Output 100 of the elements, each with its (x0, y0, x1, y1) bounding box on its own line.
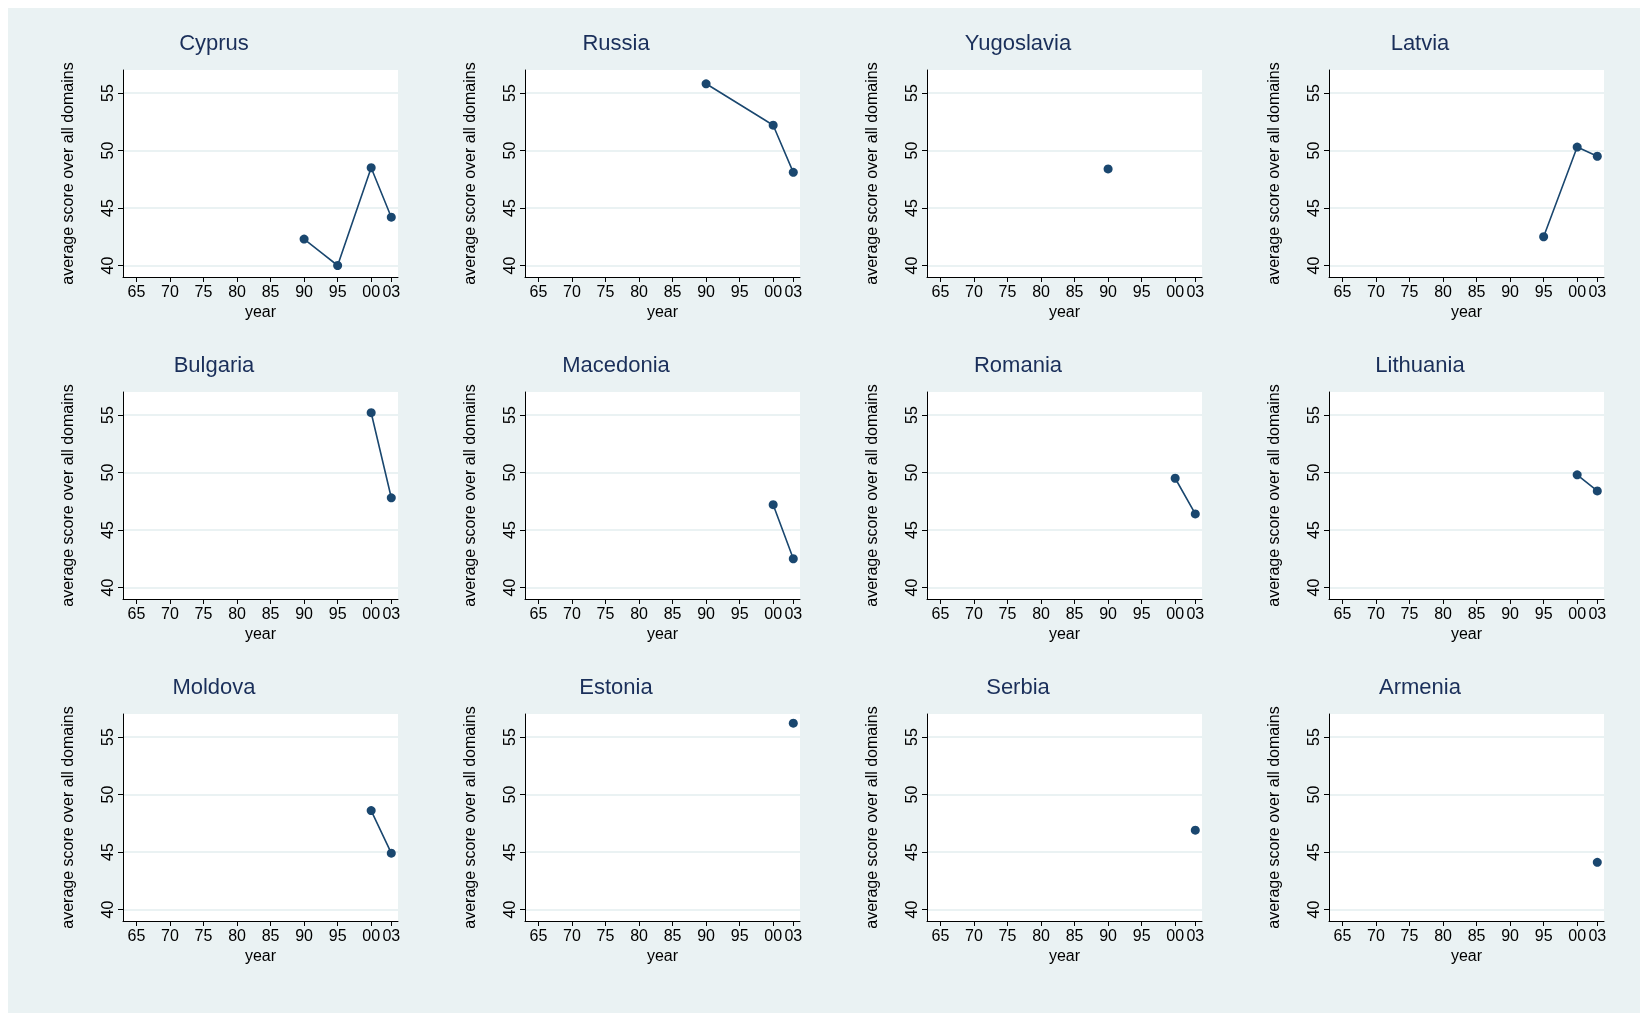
x-tick-label: 70 (965, 926, 983, 944)
y-axis-title: average score over all domains (862, 384, 880, 607)
x-tick-label: 03 (1186, 282, 1205, 300)
y-tick-label: 40 (1304, 900, 1322, 919)
y-tick-label: 45 (902, 843, 920, 861)
y-tick-label: 55 (500, 84, 518, 102)
x-axis-title: year (1048, 303, 1081, 321)
y-tick-label: 50 (902, 785, 920, 804)
x-tick-label: 00 (1568, 282, 1587, 300)
y-tick-label: 45 (500, 199, 518, 217)
y-tick-label: 50 (98, 141, 116, 160)
x-tick-label: 90 (295, 282, 314, 300)
y-tick-label: 45 (1304, 199, 1322, 217)
x-tick-label: 80 (630, 282, 649, 300)
x-tick-label: 75 (194, 604, 213, 622)
x-tick-label: 75 (194, 282, 213, 300)
x-tick-label: 75 (1400, 604, 1419, 622)
x-tick-label: 85 (663, 926, 682, 944)
x-tick-label: 75 (596, 604, 615, 622)
y-tick-label: 50 (1304, 463, 1322, 482)
x-tick-label: 00 (1166, 926, 1185, 944)
x-tick-label: 80 (228, 282, 247, 300)
x-tick-label: 90 (1099, 282, 1118, 300)
point (1592, 151, 1602, 161)
x-tick-label: 00 (362, 926, 381, 944)
y-tick-label: 40 (1304, 578, 1322, 597)
x-tick-label: 75 (998, 282, 1017, 300)
y-tick-label: 45 (1304, 521, 1322, 539)
x-tick-label: 95 (1132, 604, 1151, 622)
y-tick-label: 55 (1304, 728, 1322, 746)
y-tick-label: 55 (500, 406, 518, 424)
x-tick-label: 80 (1434, 926, 1453, 944)
point (366, 163, 376, 173)
x-tick-label: 90 (697, 604, 716, 622)
x-axis-title: year (244, 625, 277, 643)
x-tick-label: 65 (931, 926, 950, 944)
x-tick-label: 75 (596, 282, 615, 300)
x-tick-label: 90 (1501, 604, 1520, 622)
y-tick-label: 40 (902, 256, 920, 275)
x-axis-title: year (1048, 947, 1081, 965)
y-tick-label: 50 (500, 463, 518, 482)
y-tick-label: 45 (98, 843, 116, 861)
x-axis-title: year (1450, 303, 1483, 321)
x-tick-label: 80 (630, 926, 649, 944)
chart-title: Lithuania (1375, 351, 1466, 377)
x-tick-label: 65 (127, 282, 146, 300)
x-tick-label: 85 (1065, 282, 1084, 300)
y-tick-label: 50 (902, 463, 920, 482)
y-axis-title: average score over all domains (1264, 62, 1282, 285)
x-tick-label: 85 (1065, 926, 1084, 944)
x-tick-label: 85 (663, 282, 682, 300)
x-tick-label: 85 (1065, 604, 1084, 622)
y-tick-label: 50 (98, 785, 116, 804)
x-tick-label: 95 (1132, 926, 1151, 944)
y-tick-label: 40 (98, 900, 116, 919)
x-tick-label: 95 (1534, 604, 1553, 622)
x-tick-label: 03 (382, 282, 401, 300)
y-tick-label: 55 (902, 728, 920, 746)
x-tick-label: 65 (127, 926, 146, 944)
point (1572, 142, 1582, 152)
x-axis-title: year (1450, 625, 1483, 643)
x-tick-label: 65 (931, 282, 950, 300)
x-tick-label: 80 (1032, 604, 1051, 622)
x-tick-label: 90 (295, 926, 314, 944)
chart-title: Bulgaria (173, 351, 256, 377)
y-tick-label: 45 (902, 521, 920, 539)
point (788, 167, 798, 177)
chart-title: Macedonia (562, 351, 671, 377)
x-tick-label: 80 (1032, 282, 1051, 300)
x-tick-label: 65 (529, 926, 548, 944)
y-tick-label: 55 (98, 84, 116, 102)
x-tick-label: 03 (784, 604, 803, 622)
y-tick-label: 40 (98, 256, 116, 275)
y-tick-label: 45 (500, 521, 518, 539)
x-tick-label: 75 (596, 926, 615, 944)
y-tick-label: 40 (902, 900, 920, 919)
x-tick-label: 70 (1367, 926, 1385, 944)
y-tick-label: 50 (1304, 141, 1322, 160)
x-tick-label: 75 (1400, 282, 1419, 300)
x-tick-label: 70 (965, 604, 983, 622)
point (768, 120, 778, 130)
y-tick-label: 45 (902, 199, 920, 217)
chart-title: Armenia (1379, 673, 1462, 699)
x-tick-label: 00 (764, 604, 783, 622)
point (1539, 232, 1549, 242)
x-tick-label: 00 (362, 604, 381, 622)
x-tick-label: 70 (161, 604, 179, 622)
x-tick-label: 95 (328, 282, 347, 300)
y-tick-label: 50 (500, 785, 518, 804)
x-tick-label: 70 (563, 282, 581, 300)
x-tick-label: 03 (784, 926, 803, 944)
x-tick-label: 03 (784, 282, 803, 300)
x-tick-label: 95 (1534, 926, 1553, 944)
y-axis-title: average score over all domains (1264, 706, 1282, 929)
x-tick-label: 00 (1568, 926, 1587, 944)
x-tick-label: 90 (1099, 926, 1118, 944)
x-tick-label: 90 (1501, 926, 1520, 944)
x-tick-label: 90 (295, 604, 314, 622)
y-tick-label: 45 (500, 843, 518, 861)
y-tick-label: 50 (500, 141, 518, 160)
